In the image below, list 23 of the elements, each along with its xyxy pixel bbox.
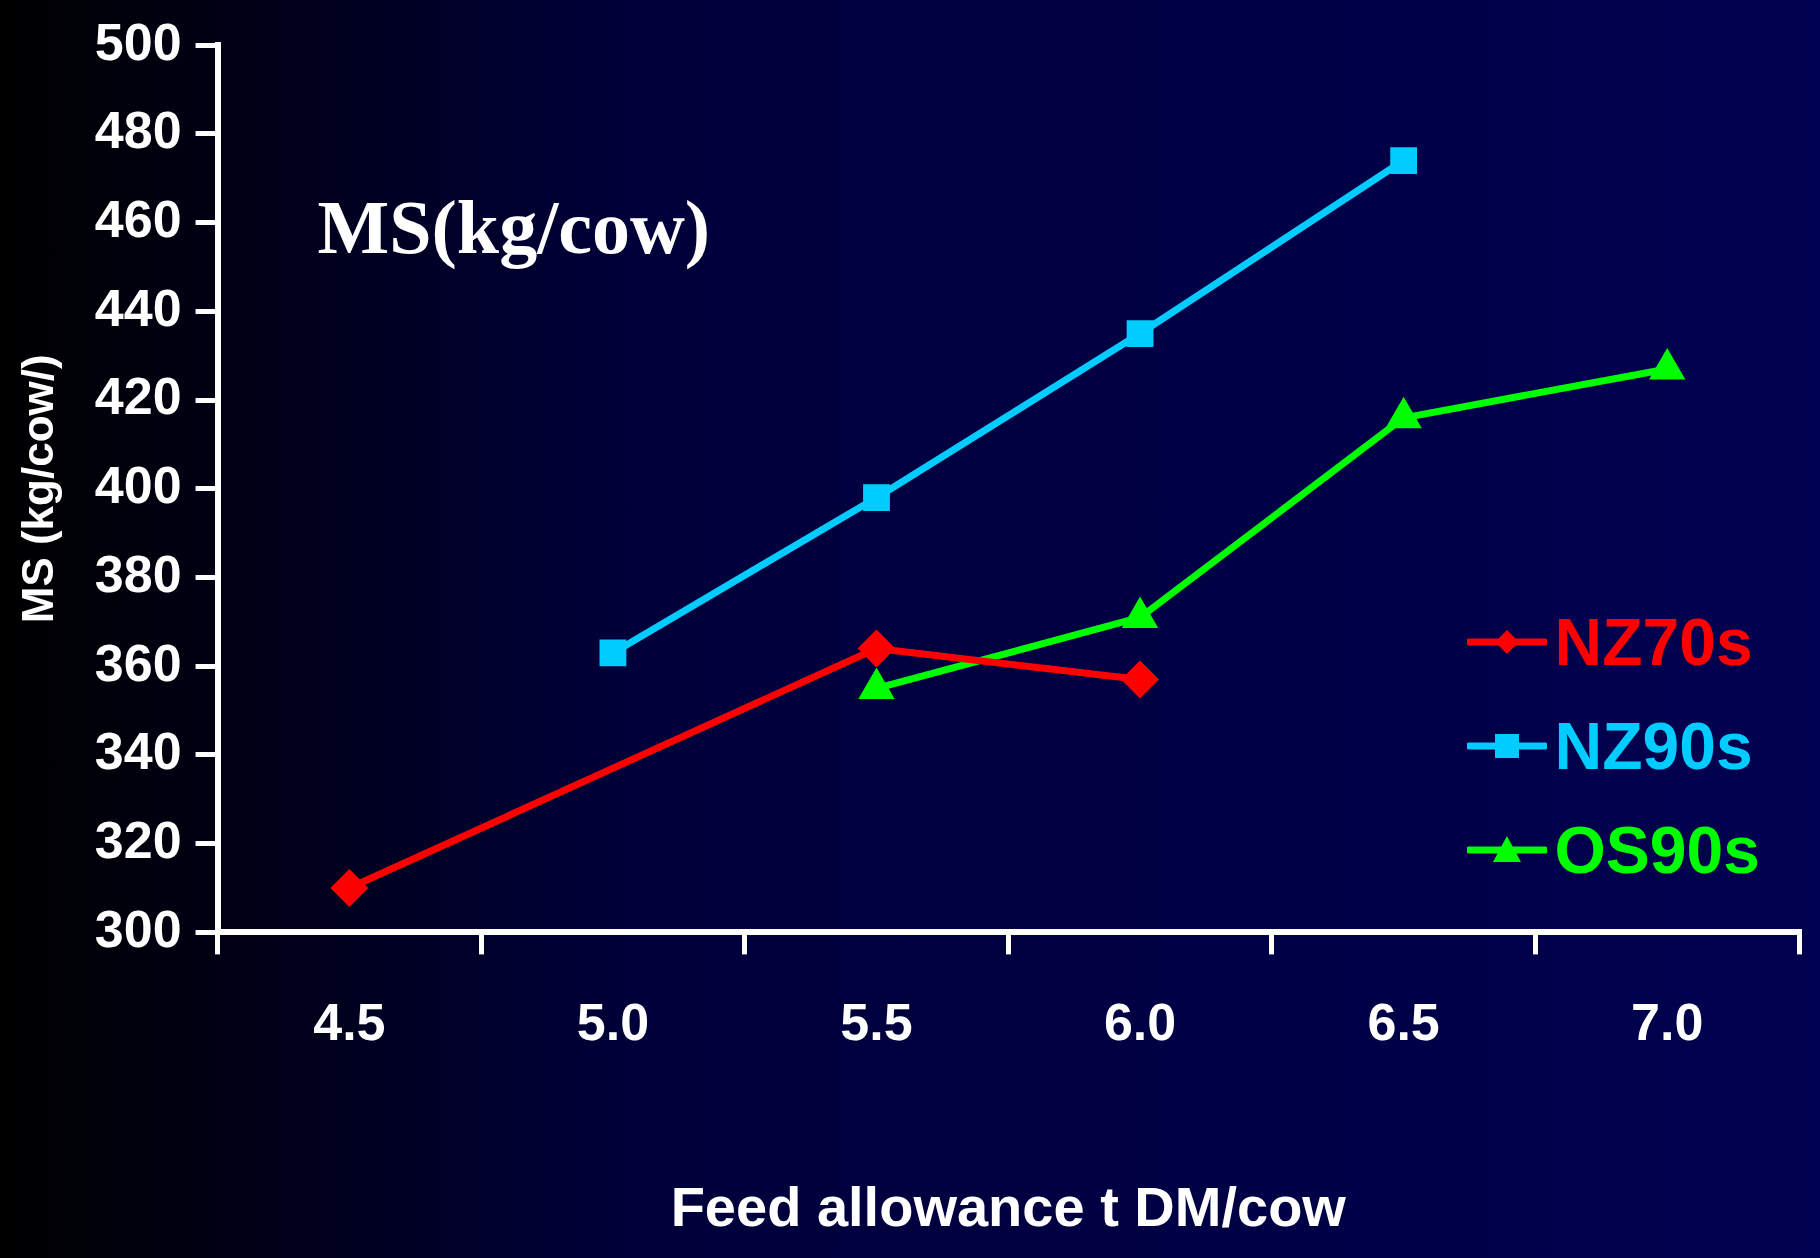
- y-tick-label: 480: [94, 101, 182, 160]
- y-tick-label: 360: [94, 633, 182, 692]
- x-tick-label: 5.0: [576, 992, 650, 1051]
- legend-label: OS90s: [1554, 812, 1760, 889]
- y-axis-title: MS (kg/cow/): [12, 354, 62, 624]
- y-tick-label: 300: [94, 899, 182, 958]
- x-tick-label: 6.0: [1103, 992, 1177, 1051]
- y-tick-label: 420: [94, 367, 182, 426]
- y-tick-label: 440: [94, 278, 182, 337]
- annotation: MS(kg/cow): [317, 184, 711, 270]
- y-tick-label: 460: [94, 189, 182, 248]
- y-tick-label: 380: [94, 544, 182, 603]
- y-tick-label: 500: [94, 12, 182, 71]
- y-tick-label: 320: [94, 811, 182, 870]
- legend-label: NZ70s: [1554, 604, 1753, 681]
- x-tick-label: 5.5: [840, 992, 913, 1051]
- y-tick-label: 340: [94, 722, 182, 781]
- x-tick-label: 7.0: [1631, 992, 1704, 1051]
- legend-label: NZ90s: [1554, 708, 1753, 785]
- y-tick-label: 400: [94, 456, 182, 515]
- x-tick-label: 4.5: [313, 992, 386, 1051]
- x-tick-label: 6.5: [1367, 992, 1440, 1051]
- x-axis-title: Feed allowance t DM/cow: [670, 1174, 1347, 1238]
